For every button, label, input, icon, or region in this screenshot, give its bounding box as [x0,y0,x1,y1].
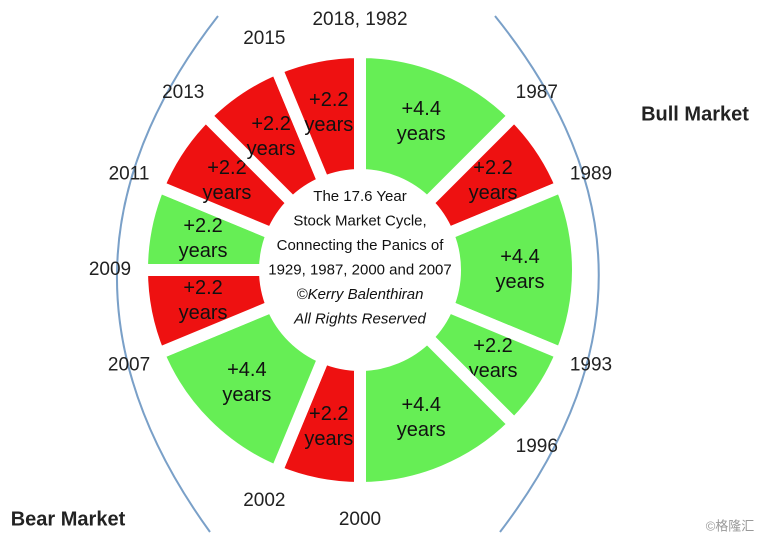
value-label-box: +2.2 years [202,157,252,205]
year-label: 2009 [89,259,131,280]
value-label: +2.2 years [178,277,228,325]
value-label: +4.4 years [396,98,446,146]
value-label: +2.2 years [468,157,518,205]
year-label: 1987 [516,82,558,103]
year-label: 1996 [516,436,558,457]
annotation: Bull Market [641,103,749,125]
value-label: +2.2 years [468,334,518,382]
bracket [115,15,219,533]
year-label: 1989 [570,163,612,184]
value-label-box: +4.4 years [396,98,446,146]
value-label-box: +2.2 years [304,89,354,137]
watermark: ©格隆汇 [706,518,755,533]
center-text: 1929, 1987, 2000 and 2007 [268,261,452,278]
value-label: +2.2 years [202,157,252,205]
value-label-box: +2.2 years [468,334,518,382]
center-text: ©Kerry Balenthiran [297,286,424,303]
value-label: +2.2 years [304,402,354,450]
annotation: Bear Market [11,508,126,530]
year-label: 2013 [162,82,204,103]
value-label-box: +2.2 years [178,214,228,262]
year-label: 2018, 1982 [312,9,407,30]
value-label: +2.2 years [178,214,228,262]
year-label: 2007 [108,355,150,376]
center-text: All Rights Reserved [293,310,426,327]
center-text: Stock Market Cycle, [293,212,426,229]
value-label: +2.2 years [304,89,354,137]
value-label: +2.2 years [246,112,296,160]
year-label: 1993 [570,355,612,376]
value-label-box: +2.2 years [468,157,518,205]
center-text: The 17.6 Year [313,188,406,205]
value-label-box: +4.4 years [396,393,446,441]
value-label-box: +2.2 years [246,112,296,160]
year-label: 2000 [339,509,381,530]
value-label: +4.4 years [396,393,446,441]
value-label-box: +4.4 years [222,359,272,407]
year-label: 2011 [109,163,150,184]
center-text: Connecting the Panics of [277,237,445,254]
value-label: +4.4 years [222,359,272,407]
value-label-box: +4.4 years [495,246,545,293]
value-label: +4.4 years [495,246,545,293]
value-label-box: +2.2 years [178,277,228,325]
year-label: 2015 [243,28,285,49]
year-label: 2002 [243,490,285,511]
bracket [494,15,600,533]
value-label-box: +2.2 years [304,402,354,450]
segment [268,45,366,191]
